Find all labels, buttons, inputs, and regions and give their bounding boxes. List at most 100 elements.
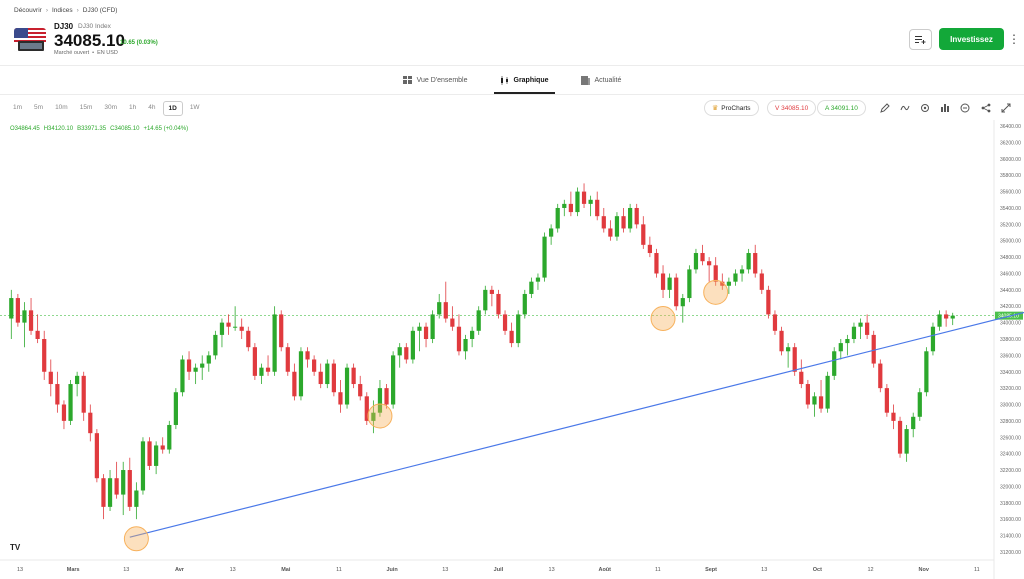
candle-body	[654, 253, 659, 274]
candle-body	[786, 347, 791, 352]
y-tick-label: 31200.00	[1000, 550, 1021, 556]
candle-body	[15, 298, 20, 323]
candle-body	[173, 392, 178, 425]
tab-overview-label: Vue D'ensemble	[416, 76, 468, 84]
tab-news-label: Actualité	[594, 76, 622, 84]
candle-body	[687, 269, 692, 299]
candle-body	[206, 355, 211, 364]
ohlc-change: +14.65 (+0.04%)	[143, 126, 189, 132]
breadcrumb-discover[interactable]: Découvrir	[14, 7, 42, 14]
candle-body	[871, 334, 876, 364]
timeframe-30m[interactable]: 30m	[104, 104, 118, 111]
compare-icon[interactable]	[958, 101, 972, 115]
y-tick-label: 35400.00	[1000, 206, 1021, 212]
candle-body	[818, 396, 824, 409]
candle-body	[897, 420, 903, 454]
sell-price-label: V 34085.10	[775, 104, 809, 112]
ohlc-low: B33971.35	[77, 126, 107, 132]
fullscreen-icon[interactable]	[999, 101, 1013, 115]
y-tick-label: 34000.00	[1000, 321, 1021, 327]
timeframe-1h[interactable]: 1h	[129, 104, 137, 111]
candle-body	[634, 207, 639, 225]
timeframe-1w[interactable]: 1W	[189, 104, 200, 111]
candle-body	[483, 289, 488, 311]
candlestick-chart[interactable]: 36400.00 36200.00 36000.00 35800.00 35600.00…	[0, 120, 1024, 579]
timeframe-1m[interactable]: 1m	[13, 104, 23, 111]
timeframe-1d[interactable]: 1D	[162, 101, 183, 116]
invest-button[interactable]: Investissez	[939, 28, 1004, 50]
indicators-icon[interactable]	[898, 101, 912, 115]
current-price: 34085.10	[54, 31, 125, 50]
candle-body	[397, 347, 402, 356]
candle-body	[61, 404, 67, 421]
candle-body	[377, 388, 383, 413]
candle-body	[219, 322, 225, 335]
y-tick-label: 31800.00	[1000, 501, 1021, 507]
settings-icon[interactable]	[918, 101, 932, 115]
watchlist-add-button[interactable]	[909, 29, 932, 50]
instrument-tabs: Vue D'ensemble Graphique Actualité	[0, 66, 1024, 94]
candle-body	[601, 216, 606, 229]
more-vertical-icon[interactable]: ⋮	[1008, 32, 1020, 46]
candle-body	[799, 371, 804, 385]
tab-news[interactable]: Actualité	[575, 66, 628, 94]
tab-chart[interactable]: Graphique	[493, 66, 555, 94]
buy-price-button[interactable]: A 34091.10	[817, 100, 866, 116]
x-tick-label: 13	[761, 567, 767, 573]
candle-body	[456, 326, 462, 352]
timeframe-10m[interactable]: 10m	[55, 104, 68, 111]
timeframe-15m[interactable]: 15m	[79, 104, 93, 111]
candle-body	[134, 490, 139, 507]
tab-overview[interactable]: Vue D'ensemble	[397, 66, 474, 94]
candle-body	[9, 298, 14, 319]
tradingview-logo: TV	[10, 543, 21, 552]
breadcrumb-indices[interactable]: Indices	[51, 7, 73, 14]
candle-body	[272, 314, 277, 372]
x-tick-label: 11	[974, 567, 980, 573]
x-tick-label: 13	[549, 567, 555, 573]
price-chart[interactable]: 36400.00 36200.00 36000.00 35800.00 35600.00…	[0, 120, 1024, 579]
candle-body	[825, 375, 830, 409]
dot-separator: •	[92, 50, 95, 56]
candle-body	[160, 445, 165, 450]
candle-body	[259, 367, 264, 376]
y-tick-label: 36200.00	[1000, 140, 1021, 146]
share-icon[interactable]	[979, 101, 993, 115]
candle-body	[937, 314, 942, 327]
candle-body	[581, 191, 587, 204]
candle-body	[417, 326, 422, 331]
y-tick-label: 32000.00	[1000, 484, 1021, 490]
candle-body	[55, 384, 60, 405]
candle-body	[476, 310, 481, 331]
candle-body	[660, 273, 666, 290]
candle-body	[28, 310, 34, 331]
candle-body	[48, 371, 53, 385]
timeframe-4h[interactable]: 4h	[148, 104, 156, 111]
prochart-button[interactable]: ♛ ProCharts	[704, 100, 759, 116]
candle-body	[121, 470, 126, 495]
draw-icon[interactable]	[878, 101, 892, 115]
y-tick-label: 31600.00	[1000, 517, 1021, 523]
candle-body	[81, 375, 86, 413]
candle-body	[127, 470, 132, 507]
candle-body	[298, 351, 304, 397]
timeframe-5m[interactable]: 5m	[34, 104, 44, 111]
y-tick-label: 33400.00	[1000, 370, 1021, 376]
candle-body	[404, 347, 409, 360]
candle-body	[759, 273, 764, 290]
candle-body	[430, 314, 435, 339]
candle-body	[720, 281, 725, 286]
candle-body	[94, 433, 99, 479]
candle-body	[595, 199, 600, 217]
chevron-right-icon: ›	[45, 7, 48, 14]
candle-body	[140, 441, 146, 491]
instrument-symbol: DJ30	[54, 22, 74, 31]
sell-price-button[interactable]: V 34085.10	[767, 100, 817, 116]
candle-body	[470, 330, 475, 339]
candle-body	[516, 314, 521, 344]
y-tick-label: 35200.00	[1000, 222, 1021, 228]
candle-body	[904, 429, 909, 454]
y-tick-label: 35000.00	[1000, 239, 1021, 245]
overview-icon	[402, 76, 412, 84]
chart-type-icon[interactable]	[938, 101, 952, 115]
